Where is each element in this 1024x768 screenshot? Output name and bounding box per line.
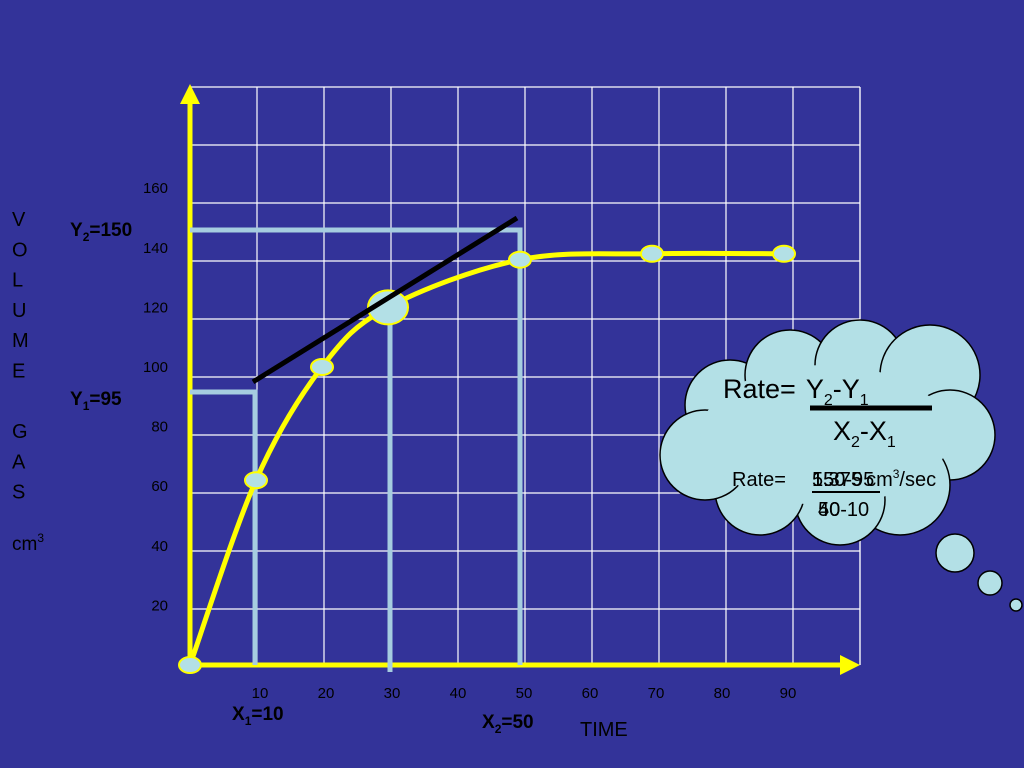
- tangent-line: [251, 215, 519, 385]
- y-axis-arrow: [180, 84, 200, 104]
- y-axis-label-letter: G: [12, 421, 28, 443]
- x-axis-arrow: [840, 655, 860, 675]
- data-point: [508, 250, 532, 269]
- result-numerator: 150-95: [812, 469, 874, 491]
- result-overlap-value: 55: [812, 469, 834, 491]
- x-tick-label: 30: [384, 685, 401, 702]
- result-denominator: 50-10: [818, 499, 869, 521]
- y-axis-label-letter: A: [12, 451, 26, 473]
- result-den-overlap: 40: [818, 499, 840, 521]
- y-axis-label-letter: M: [12, 330, 29, 352]
- guide-y1-x1: [190, 389, 258, 665]
- y-axis-label-letter: S: [12, 482, 25, 504]
- tick-labels: 10 20 30 40 50 60 70 80 90 20 40 60 80 100 120 140 160: [143, 180, 796, 702]
- x-tick-label: 40: [450, 685, 467, 702]
- cloud-bubble-large: [935, 533, 975, 573]
- x-tick-label: 60: [582, 685, 599, 702]
- formula-numerator: Rate= Y2-Y1: [723, 374, 869, 409]
- x-tick-label: 70: [648, 685, 665, 702]
- rate-formula: Rate= Y2-Y1 X2-X1: [723, 374, 932, 451]
- y-tick-label: 160: [143, 180, 168, 197]
- y-tick-label: 20: [151, 597, 168, 614]
- formula-denominator: X2-X1: [833, 416, 896, 451]
- data-point: [310, 358, 334, 376]
- y-tick-label: 100: [143, 359, 168, 376]
- y-axis-label-letter: L: [12, 270, 23, 292]
- data-point: [244, 471, 268, 490]
- data-markers: [178, 244, 796, 674]
- data-point: [772, 244, 796, 263]
- y-tick-label: 40: [151, 538, 168, 555]
- x-tick-label: 20: [318, 685, 335, 702]
- result-prefix: Rate=: [732, 469, 786, 491]
- y2-annotation: Y2=150: [70, 220, 132, 244]
- y-tick-label: 120: [143, 299, 168, 316]
- y-tick-label: 140: [143, 240, 168, 257]
- y-axis-label-letter: O: [12, 239, 28, 261]
- result-value: 1.375 cm3/sec: [812, 467, 936, 491]
- cloud-body: [659, 319, 996, 546]
- rate-result: Rate= 55 150-95 1.375 cm3/sec 50-10 40: [732, 467, 936, 521]
- y-tick-label: 60: [151, 478, 168, 495]
- y-tick-label: 80: [151, 419, 168, 436]
- cloud-bubble-small: [1009, 598, 1023, 612]
- axes: [180, 84, 860, 675]
- y1-annotation: Y1=95: [70, 389, 122, 413]
- data-point: [367, 289, 409, 326]
- data-point: [640, 244, 664, 263]
- x-tick-label: 90: [780, 685, 797, 702]
- x2-annotation: X2=50: [482, 712, 534, 736]
- y-axis-label-letter: E: [12, 361, 25, 383]
- x1-annotation: X1=10: [232, 704, 284, 728]
- cloud-bubble-medium: [977, 570, 1003, 596]
- x-axis-label: TIME: [580, 719, 628, 741]
- x-tick-label: 80: [714, 685, 731, 702]
- thought-cloud: [659, 319, 1023, 612]
- guide-lines: [190, 227, 523, 672]
- y-axis-label-letter: U: [12, 300, 26, 322]
- y-axis-unit: cm3: [12, 531, 44, 555]
- y-axis-label-letter: V: [12, 209, 26, 231]
- x-tick-label: 10: [252, 685, 269, 702]
- guide-y2-x2: [190, 227, 523, 665]
- data-point: [178, 656, 202, 674]
- x-tick-label: 50: [516, 685, 533, 702]
